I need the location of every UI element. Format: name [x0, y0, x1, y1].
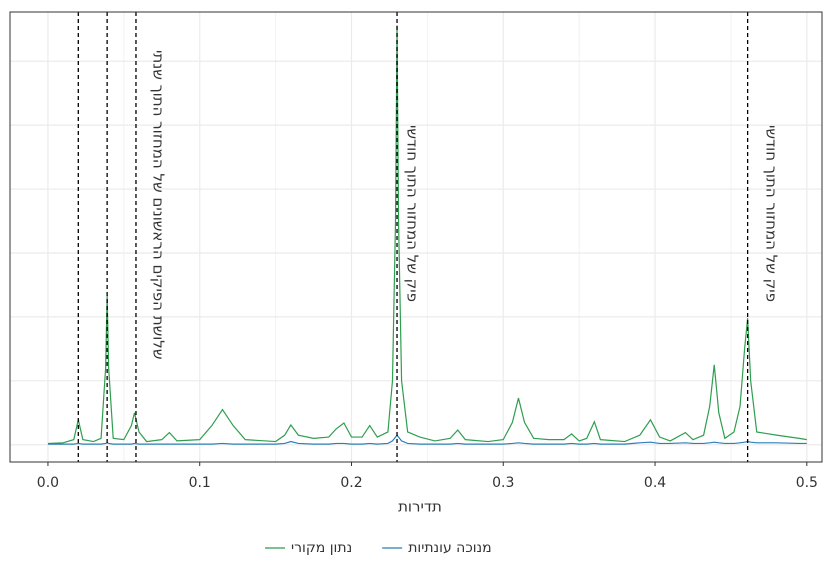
legend-label: מנוכה עונתיות — [408, 540, 491, 556]
x-tick-label: 0.1 — [189, 475, 211, 491]
legend-label: נתון מקורי — [291, 540, 352, 556]
x-axis-title: תדירות — [398, 498, 442, 516]
plot-border — [9, 11, 823, 463]
series-line — [47, 25, 807, 445]
x-tick-label: 0.4 — [644, 475, 666, 491]
plot-background — [10, 12, 822, 462]
x-tick-label: 0.0 — [37, 475, 59, 491]
annotation: פיק של המחזור התוך חודשי — [404, 125, 422, 302]
x-tick-label: 0.3 — [492, 475, 514, 491]
annotation: שלושת הפיקים הראשונים של המחזור התוך שנת… — [150, 50, 168, 359]
x-tick-label: 0.2 — [340, 475, 362, 491]
annotation: פיק של המחזור התוך חודשי — [763, 125, 781, 302]
x-tick-label: 0.5 — [796, 475, 818, 491]
series-line — [47, 434, 807, 445]
